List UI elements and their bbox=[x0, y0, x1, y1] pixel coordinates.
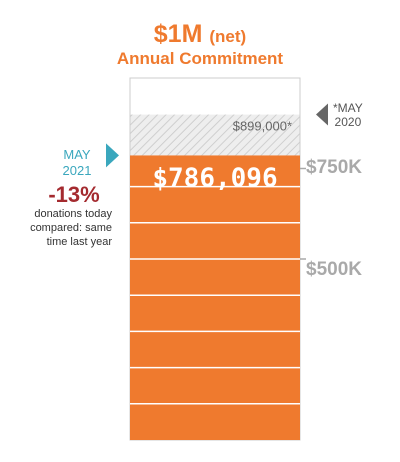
may-2021-line2: 2021 bbox=[62, 163, 92, 178]
goal-amount: $1M bbox=[153, 20, 203, 48]
tick-label-750k: $750K bbox=[306, 157, 362, 178]
may-2021-line1: MAY bbox=[63, 147, 91, 162]
current-value-label: $786,096 bbox=[152, 163, 277, 193]
may-2020-line2: 2020 bbox=[334, 115, 362, 129]
chart-title: $1M (net) bbox=[0, 20, 400, 49]
prior-value-label: $899,000* bbox=[233, 119, 292, 134]
change-caption-line2: compared: same bbox=[30, 222, 112, 234]
tick-label-500k: $500K bbox=[306, 259, 362, 280]
change-percent: -13% bbox=[48, 182, 100, 207]
may-2020-marker-arrow bbox=[316, 103, 328, 126]
may-2020-line1: *MAY bbox=[333, 101, 363, 115]
chart-subtitle: Annual Commitment bbox=[116, 49, 284, 68]
change-caption-line3: time last year bbox=[46, 236, 112, 248]
may-2021-marker-arrow bbox=[106, 143, 119, 168]
change-caption-line1: donations today bbox=[34, 208, 112, 220]
may-2020-label: *MAY 2020 bbox=[333, 101, 363, 129]
change-caption: donations today compared: same time last… bbox=[14, 207, 112, 249]
goal-net-label: (net) bbox=[209, 27, 247, 46]
prior-year-band bbox=[130, 114, 300, 156]
current-fill-bar bbox=[130, 155, 300, 441]
may-2021-label: MAY 2021 bbox=[56, 147, 98, 179]
